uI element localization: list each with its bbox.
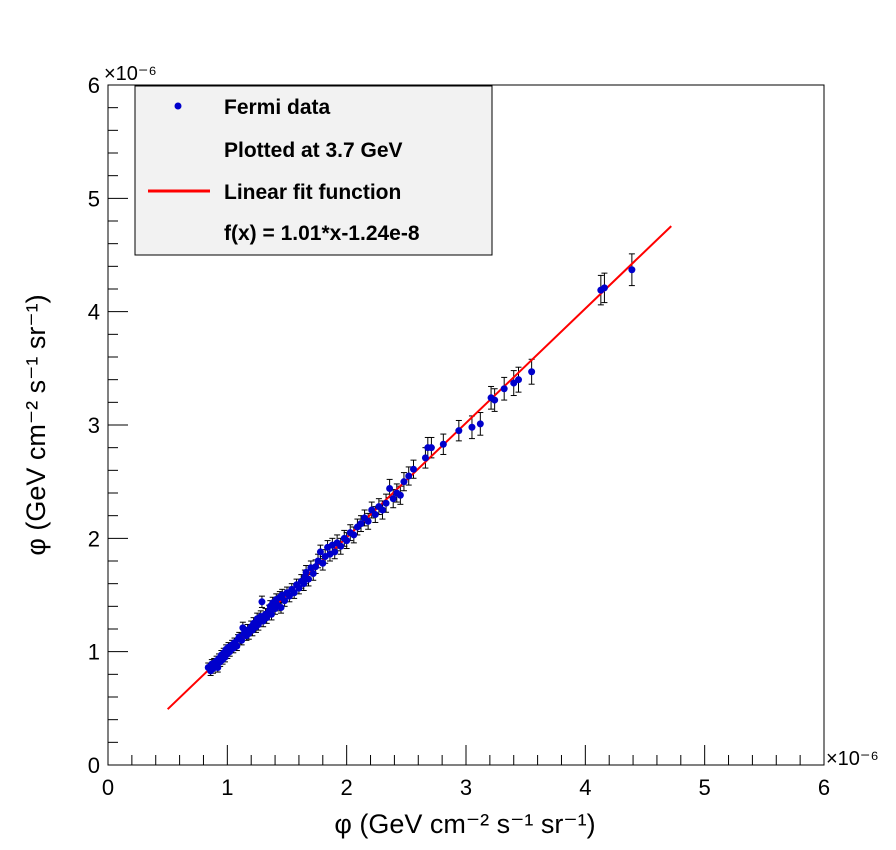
x-tick-label: 5: [699, 775, 711, 800]
data-point: [491, 396, 499, 404]
y-tick-label: 6: [88, 73, 100, 98]
data-point: [515, 376, 523, 384]
x-tick-label: 4: [579, 775, 591, 800]
data-point: [312, 563, 320, 571]
y-tick-label: 4: [88, 300, 100, 325]
data-point: [295, 584, 303, 592]
x-tick-label: 1: [221, 775, 233, 800]
y-axis-ticks: [108, 84, 128, 766]
legend-label-fit-equation: f(x) = 1.01*x-1.24e-8: [224, 222, 420, 245]
data-point: [331, 548, 339, 556]
data-point: [476, 420, 484, 428]
data-point: [267, 610, 275, 618]
data-point: [427, 444, 435, 452]
data-point: [277, 603, 285, 611]
data-point: [364, 517, 372, 525]
data-point: [309, 569, 317, 577]
data-point: [319, 559, 327, 567]
x-tick-label: 3: [460, 775, 472, 800]
data-points: [204, 266, 636, 675]
data-point: [300, 580, 308, 588]
data-point: [382, 499, 390, 507]
x-tick-label: 6: [818, 775, 830, 800]
data-point: [600, 284, 608, 292]
y-axis-exponent: ×10⁻⁶: [104, 63, 157, 85]
data-point: [386, 484, 394, 492]
data-point: [371, 511, 379, 519]
data-point: [421, 454, 429, 462]
x-axis-tick-labels: 0 1 2 3 4 5 6: [102, 775, 830, 800]
data-point: [233, 642, 241, 650]
y-tick-label: 3: [88, 413, 100, 438]
legend-marker-fermi-data: [174, 102, 182, 110]
legend: Fermi data Plotted at 3.7 GeV Linear fit…: [134, 85, 493, 256]
data-point: [316, 548, 324, 556]
legend-label-energy: Plotted at 3.7 GeV: [224, 139, 403, 162]
data-point: [337, 542, 345, 550]
x-axis-title: φ (GeV cm⁻² s⁻¹ sr⁻¹): [334, 809, 595, 839]
data-point: [405, 472, 413, 480]
legend-box: [134, 85, 493, 256]
data-point: [378, 506, 386, 514]
data-point: [409, 465, 417, 473]
data-point: [455, 427, 463, 435]
data-point: [343, 537, 351, 545]
data-point: [389, 495, 397, 503]
data-point: [350, 531, 358, 539]
y-axis-tick-labels: 0 1 2 3 4 5 6: [88, 73, 100, 778]
data-point: [214, 664, 222, 672]
data-point: [628, 266, 636, 274]
data-point: [302, 568, 310, 576]
x-tick-label: 0: [102, 775, 114, 800]
data-point: [281, 597, 289, 605]
legend-label-fit-function: Linear fit function: [224, 181, 401, 204]
legend-label-fermi-data: Fermi data: [224, 96, 331, 119]
data-point: [258, 598, 266, 606]
y-tick-label: 1: [88, 640, 100, 665]
data-point: [396, 491, 404, 499]
data-point: [468, 423, 476, 431]
data-point: [290, 589, 298, 597]
y-axis-title: φ (GeV cm⁻² s⁻¹ sr⁻¹): [21, 294, 51, 555]
x-axis-exponent: ×10⁻⁶: [826, 748, 879, 770]
data-point: [500, 385, 508, 393]
y-tick-label: 5: [88, 186, 100, 211]
y-tick-label: 2: [88, 526, 100, 551]
x-axis-ticks: [107, 745, 825, 765]
y-tick-label: 0: [88, 753, 100, 778]
data-point: [238, 636, 246, 644]
x-tick-label: 2: [341, 775, 353, 800]
data-point: [528, 368, 536, 376]
data-point: [304, 575, 312, 583]
data-point: [357, 520, 365, 528]
data-point: [400, 478, 408, 486]
data-point: [439, 440, 447, 448]
